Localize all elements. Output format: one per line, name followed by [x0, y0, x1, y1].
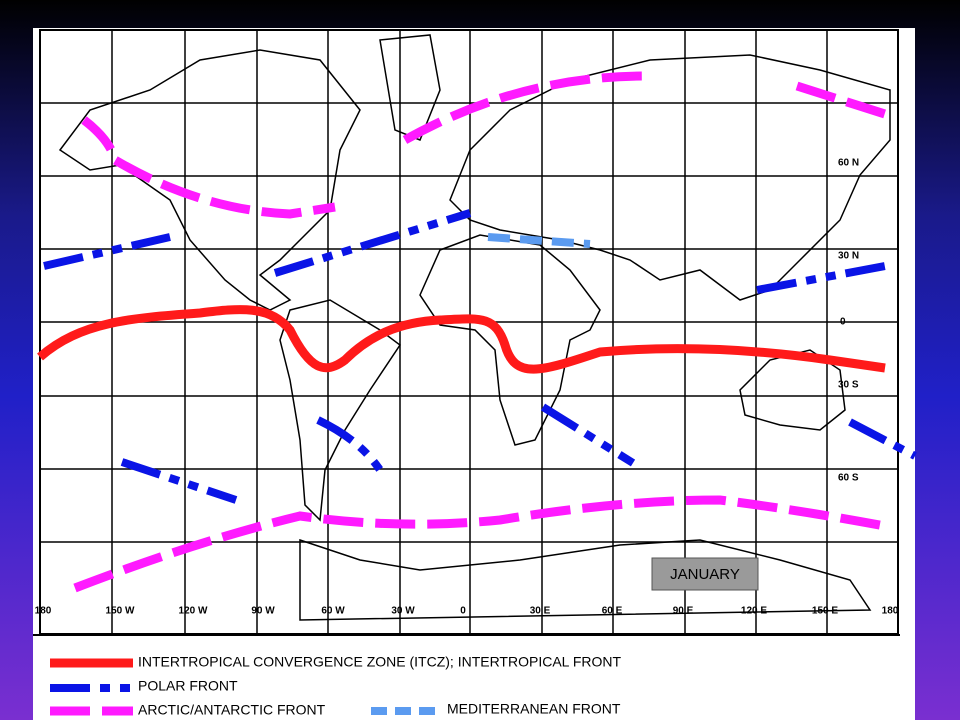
greenland [379, 34, 441, 141]
polar-front-segment [120, 458, 238, 504]
legend-label: INTERTROPICAL CONVERGENCE ZONE (ITCZ); I… [138, 654, 621, 670]
fronts [37, 71, 917, 593]
lat-label: 0 [840, 317, 846, 328]
month-label: JANUARY [670, 566, 740, 583]
longitude-labels: 180 150 W 120 W 90 W 60 W 30 W 0 30 E 60… [35, 606, 899, 617]
panel [33, 28, 915, 720]
polar-front-segment [273, 209, 472, 277]
month-box [651, 557, 759, 591]
mediterranean-front [487, 233, 591, 248]
latitude-labels: 60 N 30 N 0 30 S 60 S [838, 158, 859, 484]
lon-label: 90 W [251, 606, 275, 617]
lon-label: 0 [460, 606, 466, 617]
polar-front-segment [316, 416, 384, 473]
polar-front [43, 209, 917, 504]
lat-label: 60 S [838, 473, 859, 484]
polar-front-segment [848, 418, 917, 460]
lon-label: 60 W [321, 606, 345, 617]
lon-label: 180 [35, 606, 52, 617]
lon-label: 30 E [530, 606, 551, 617]
lon-label: 120 W [179, 606, 208, 617]
antarctic-front-segment [73, 495, 891, 593]
arctic-front-segment [402, 71, 651, 144]
arctic-front-segment [795, 81, 890, 120]
legend-label: MEDITERRANEAN FRONT [447, 701, 621, 717]
antarctica [299, 538, 872, 621]
polar-front-segment [756, 262, 886, 294]
legend-label: ARCTIC/ANTARCTIC FRONT [138, 702, 326, 718]
lon-label: 90 E [673, 606, 694, 617]
north-america [58, 49, 361, 311]
graticule [39, 29, 899, 635]
lat-label: 60 N [838, 158, 859, 169]
legend: INTERTROPICAL CONVERGENCE ZONE (ITCZ); I… [50, 654, 621, 718]
lon-label: 30 W [391, 606, 415, 617]
lon-label: 150 W [106, 606, 135, 617]
africa [419, 234, 601, 446]
arctic-front [73, 71, 891, 593]
lon-label: 120 E [741, 606, 767, 617]
arctic-front-segment [81, 116, 336, 219]
polar-front-segment [43, 233, 171, 270]
lat-label: 30 N [838, 251, 859, 262]
eurasia [449, 54, 891, 301]
lon-label: 150 E [812, 606, 838, 617]
legend-label: POLAR FRONT [138, 678, 238, 694]
polar-front-segment [540, 403, 636, 467]
lat-label: 30 S [838, 380, 859, 391]
itcz-front [37, 305, 886, 374]
lon-label: 60 E [602, 606, 623, 617]
lon-label: 180 [882, 606, 899, 617]
